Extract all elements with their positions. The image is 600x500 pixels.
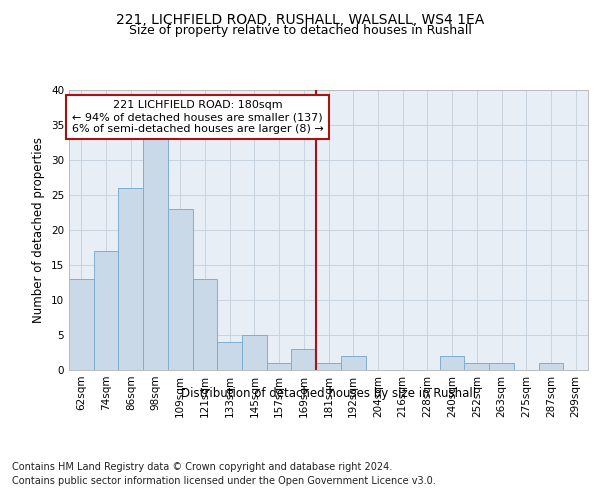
- Bar: [168, 209, 193, 370]
- Bar: [217, 342, 242, 370]
- Text: Size of property relative to detached houses in Rushall: Size of property relative to detached ho…: [128, 24, 472, 37]
- Bar: [193, 279, 217, 370]
- Bar: [94, 251, 118, 370]
- Bar: [118, 188, 143, 370]
- Bar: [489, 363, 514, 370]
- Text: 221, LICHFIELD ROAD, RUSHALL, WALSALL, WS4 1EA: 221, LICHFIELD ROAD, RUSHALL, WALSALL, W…: [116, 12, 484, 26]
- Text: Contains HM Land Registry data © Crown copyright and database right 2024.: Contains HM Land Registry data © Crown c…: [12, 462, 392, 472]
- Text: 221 LICHFIELD ROAD: 180sqm
← 94% of detached houses are smaller (137)
6% of semi: 221 LICHFIELD ROAD: 180sqm ← 94% of deta…: [71, 100, 323, 134]
- Bar: [292, 349, 316, 370]
- Text: Contains public sector information licensed under the Open Government Licence v3: Contains public sector information licen…: [12, 476, 436, 486]
- Bar: [267, 363, 292, 370]
- Y-axis label: Number of detached properties: Number of detached properties: [32, 137, 46, 323]
- Bar: [242, 335, 267, 370]
- Bar: [143, 139, 168, 370]
- Bar: [440, 356, 464, 370]
- Text: Distribution of detached houses by size in Rushall: Distribution of detached houses by size …: [181, 388, 476, 400]
- Bar: [69, 279, 94, 370]
- Bar: [316, 363, 341, 370]
- Bar: [464, 363, 489, 370]
- Bar: [539, 363, 563, 370]
- Bar: [341, 356, 365, 370]
